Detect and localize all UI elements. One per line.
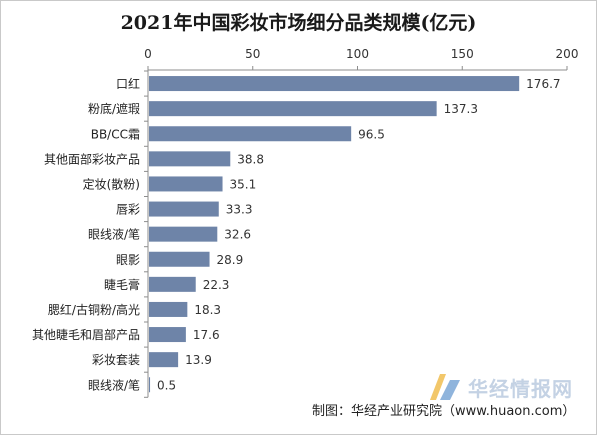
bar	[149, 101, 437, 117]
bar	[149, 327, 186, 343]
category-label: 其他面部彩妆产品	[44, 151, 140, 166]
value-label: 33.3	[226, 203, 253, 217]
value-label: 17.6	[193, 328, 220, 342]
value-label: 137.3	[444, 102, 478, 116]
category-label: 其他睫毛和眉部产品	[32, 327, 140, 342]
source-note: 制图：华经产业研究院（www.huaon.com）	[312, 404, 576, 419]
watermark: 华经情报网	[428, 370, 588, 404]
category-label: 眼线液/笔	[88, 377, 140, 392]
category-label: 粉底/遮瑕	[88, 101, 140, 116]
value-label: 28.9	[217, 253, 244, 267]
value-label: 22.3	[203, 278, 230, 292]
x-tick-label: 50	[245, 47, 260, 61]
watermark-logo-icon	[430, 374, 460, 400]
category-label: BB/CC霜	[91, 127, 140, 141]
x-tick-label: 100	[346, 47, 369, 61]
bar	[149, 76, 520, 92]
bar	[149, 251, 210, 267]
value-label: 18.3	[194, 303, 221, 317]
category-label: 唇彩	[116, 203, 140, 217]
bar	[149, 176, 223, 192]
bar	[149, 201, 219, 217]
category-label: 眼影	[116, 253, 140, 267]
bar	[149, 226, 218, 242]
watermark-text: 华经情报网	[468, 377, 573, 401]
bar	[149, 301, 188, 317]
value-label: 176.7	[526, 77, 560, 91]
value-label: 32.6	[224, 228, 251, 242]
category-label: 睫毛膏	[104, 277, 140, 292]
value-label: 35.1	[230, 177, 257, 191]
bar	[149, 151, 231, 167]
category-label: 定妆(散粉)	[83, 176, 140, 191]
x-tick-label: 200	[556, 47, 579, 61]
bar	[149, 126, 352, 142]
bar	[149, 352, 179, 368]
x-tick-label: 0	[144, 47, 152, 61]
category-label: 眼线液/笔	[88, 227, 140, 242]
category-label: 口红	[116, 76, 140, 91]
chart-title: 2021年中国彩妆市场细分品类规模(亿元)	[120, 12, 477, 34]
value-label: 13.9	[185, 353, 212, 367]
bar	[149, 377, 151, 393]
value-label: 0.5	[157, 378, 176, 392]
bar	[149, 276, 196, 292]
category-label: 腮红/古铜粉/高光	[48, 302, 140, 317]
value-label: 96.5	[358, 127, 385, 141]
value-label: 38.8	[237, 152, 264, 166]
category-label: 彩妆套装	[92, 353, 140, 367]
x-tick-label: 150	[451, 47, 474, 61]
